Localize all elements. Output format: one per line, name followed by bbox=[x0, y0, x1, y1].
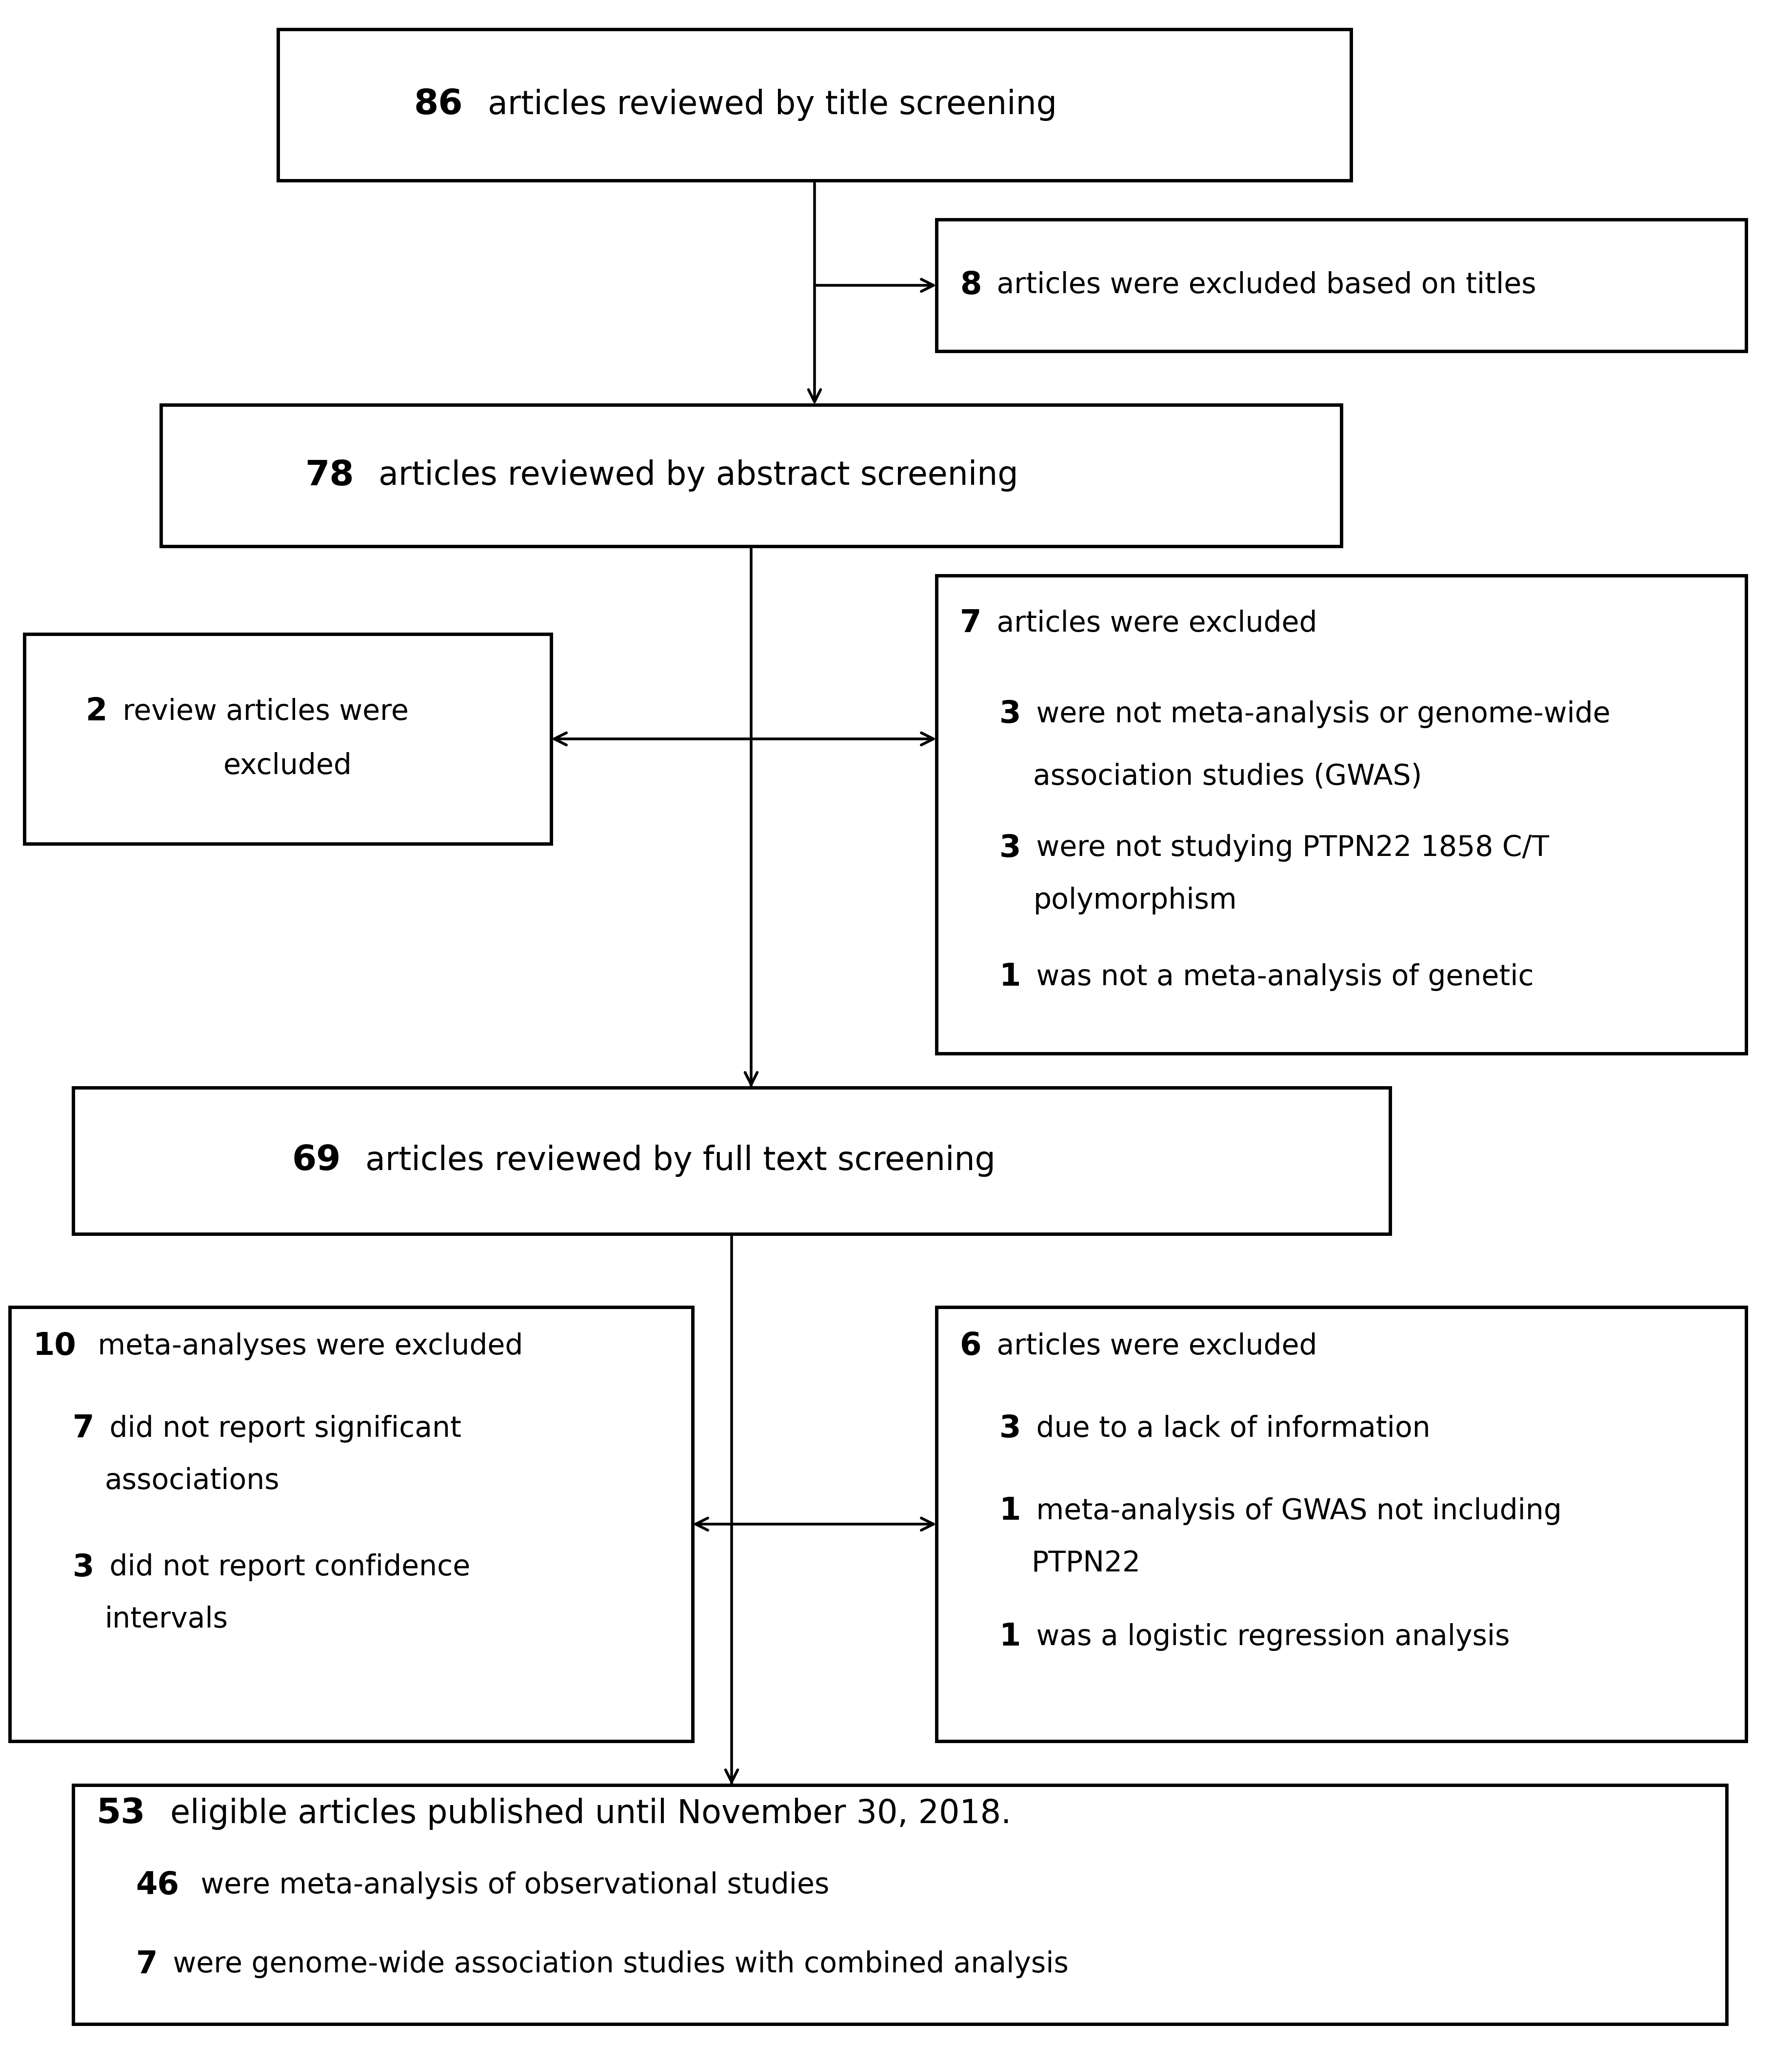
Text: polymorphism: polymorphism bbox=[1034, 886, 1236, 915]
Bar bbox=[937, 576, 1745, 1053]
Text: articles reviewed by abstract screening: articles reviewed by abstract screening bbox=[369, 458, 1018, 491]
Bar bbox=[25, 634, 552, 845]
Bar bbox=[278, 29, 1351, 180]
Text: 86: 86 bbox=[414, 89, 462, 122]
Text: 3: 3 bbox=[1000, 1415, 1021, 1443]
Text: 7: 7 bbox=[961, 609, 982, 638]
Text: articles were excluded: articles were excluded bbox=[987, 609, 1317, 638]
Text: association studies (GWAS): association studies (GWAS) bbox=[1034, 762, 1423, 791]
Bar bbox=[73, 1088, 1391, 1235]
Text: 1: 1 bbox=[1000, 962, 1021, 991]
Text: excluded: excluded bbox=[224, 752, 351, 781]
Text: did not report significant: did not report significant bbox=[100, 1415, 461, 1443]
Text: 69: 69 bbox=[292, 1144, 340, 1177]
Text: meta-analysis of GWAS not including: meta-analysis of GWAS not including bbox=[1027, 1497, 1561, 1524]
Text: 3: 3 bbox=[72, 1553, 95, 1582]
Bar bbox=[73, 1784, 1727, 2024]
Text: 1: 1 bbox=[1000, 1495, 1021, 1526]
Text: due to a lack of information: due to a lack of information bbox=[1027, 1415, 1430, 1443]
Text: review articles were: review articles were bbox=[113, 698, 409, 725]
Text: was not a meta-analysis of genetic: was not a meta-analysis of genetic bbox=[1027, 962, 1534, 991]
Text: 3: 3 bbox=[1000, 832, 1021, 863]
Text: associations: associations bbox=[104, 1466, 280, 1495]
Text: articles reviewed by full text screening: articles reviewed by full text screening bbox=[355, 1144, 995, 1177]
Text: articles were excluded: articles were excluded bbox=[987, 1332, 1317, 1361]
Bar bbox=[161, 405, 1342, 547]
Text: were genome-wide association studies with combined analysis: were genome-wide association studies wit… bbox=[163, 1949, 1068, 1978]
Text: articles reviewed by title screening: articles reviewed by title screening bbox=[477, 89, 1057, 122]
Text: 78: 78 bbox=[305, 458, 355, 491]
Bar bbox=[937, 1307, 1745, 1741]
Text: 53: 53 bbox=[97, 1797, 145, 1830]
Text: 6: 6 bbox=[961, 1332, 982, 1361]
Text: were not meta-analysis or genome-wide: were not meta-analysis or genome-wide bbox=[1027, 700, 1611, 729]
Text: 7: 7 bbox=[136, 1949, 158, 1980]
Text: did not report confidence: did not report confidence bbox=[100, 1553, 470, 1582]
Text: 46: 46 bbox=[136, 1871, 179, 1900]
Bar bbox=[937, 219, 1745, 351]
Text: 10: 10 bbox=[32, 1332, 77, 1361]
Text: PTPN22: PTPN22 bbox=[1032, 1549, 1142, 1578]
Text: meta-analyses were excluded: meta-analyses were excluded bbox=[90, 1332, 523, 1361]
Text: was a logistic regression analysis: was a logistic regression analysis bbox=[1027, 1623, 1511, 1650]
Text: eligible articles published until November 30, 2018.: eligible articles published until Novemb… bbox=[159, 1799, 1011, 1830]
Text: 1: 1 bbox=[1000, 1621, 1021, 1652]
Text: 7: 7 bbox=[72, 1415, 95, 1443]
Bar bbox=[9, 1307, 692, 1741]
Text: 2: 2 bbox=[86, 696, 108, 727]
Text: articles were excluded based on titles: articles were excluded based on titles bbox=[987, 271, 1536, 299]
Text: were not studying PTPN22 1858 C/T: were not studying PTPN22 1858 C/T bbox=[1027, 834, 1548, 861]
Text: intervals: intervals bbox=[104, 1607, 228, 1633]
Text: were meta-analysis of observational studies: were meta-analysis of observational stud… bbox=[192, 1871, 830, 1900]
Text: 8: 8 bbox=[961, 271, 982, 299]
Text: 3: 3 bbox=[1000, 698, 1021, 729]
